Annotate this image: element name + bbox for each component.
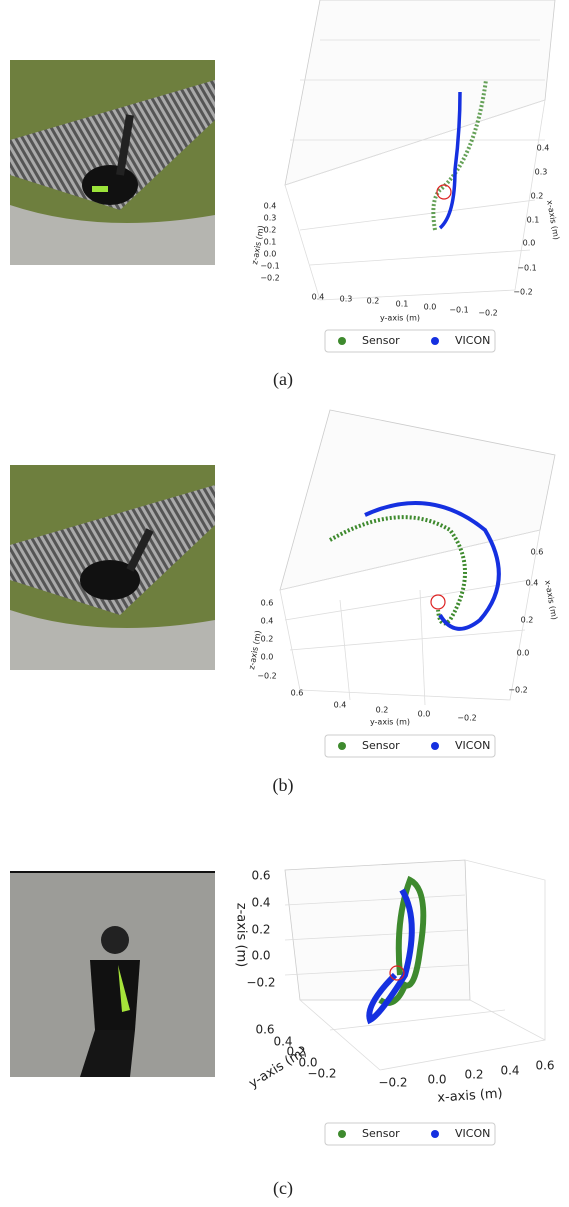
legend-label: VICON <box>455 1127 490 1140</box>
legend-label: Sensor <box>362 739 400 752</box>
y-tick-label: 0.1 <box>396 300 409 309</box>
x-axis-label: x-axis (m) <box>437 1086 503 1106</box>
x-tick-label: 0.6 <box>535 1059 554 1073</box>
z-tick-label: 0.1 <box>264 238 277 247</box>
legend-marker <box>431 1130 439 1138</box>
x-tick-label: −0.2 <box>378 1076 407 1090</box>
x-tick-label: −0.2 <box>513 288 532 297</box>
legend-marker <box>338 1130 346 1138</box>
z-tick-label: −0.2 <box>246 976 275 990</box>
x-tick-label: 0.0 <box>427 1073 446 1087</box>
z-tick-label: 0.4 <box>261 617 274 626</box>
z-tick-label: 0.0 <box>264 250 277 259</box>
z-tick-label: 0.4 <box>251 896 270 910</box>
z-tick-label: −0.2 <box>260 274 279 283</box>
x-tick-label: −0.2 <box>508 686 527 695</box>
figure: 0.40.30.20.10.0−0.1−0.2z-axis (m)0.40.30… <box>0 0 569 1207</box>
x-tick-label: 0.2 <box>521 616 534 625</box>
z-tick-label: 0.4 <box>264 202 277 211</box>
z-tick-label: 0.2 <box>261 635 274 644</box>
z-tick-label: 0.0 <box>261 653 274 662</box>
z-tick-label: −0.2 <box>257 672 276 681</box>
photo <box>10 60 215 265</box>
z-tick-label: 0.6 <box>261 599 274 608</box>
x-tick-label: 0.4 <box>500 1064 519 1078</box>
legend-label: Sensor <box>362 334 400 347</box>
y-tick-label: 0.0 <box>418 710 431 719</box>
y-axis-label: y-axis (m) <box>380 314 420 323</box>
y-tick-label: 0.4 <box>312 293 325 302</box>
z-tick-label: 0.6 <box>251 869 270 883</box>
legend-marker <box>431 742 439 750</box>
caption: (c) <box>273 1178 293 1199</box>
legend-marker <box>338 742 346 750</box>
x-tick-label: 0.6 <box>531 548 544 557</box>
legend-marker <box>431 337 439 345</box>
plot-a-axes <box>285 0 555 300</box>
y-tick-label: 0.2 <box>376 706 389 715</box>
legend-label: Sensor <box>362 1127 400 1140</box>
plot-b-axes <box>280 410 555 705</box>
photo <box>10 465 215 670</box>
z-tick-label: 0.3 <box>264 214 277 223</box>
y-tick-label: 0.4 <box>334 701 347 710</box>
x-tick-label: 0.2 <box>464 1068 483 1082</box>
y-axis-label: y-axis (m) <box>370 718 410 727</box>
z-tick-label: 0.0 <box>251 949 270 963</box>
y-tick-label: −0.1 <box>449 306 468 315</box>
x-tick-label: 0.4 <box>537 144 550 153</box>
z-tick-label: −0.1 <box>260 262 279 271</box>
x-tick-label: 0.1 <box>527 216 540 225</box>
z-tick-label: 0.2 <box>251 923 270 937</box>
z-axis-label: z-axis (m) <box>247 630 263 671</box>
plot-c-axes <box>285 860 545 1070</box>
y-tick-label: 0.2 <box>367 297 380 306</box>
photo <box>10 872 215 1077</box>
y-tick-label: −0.2 <box>478 309 497 318</box>
x-tick-label: 0.4 <box>526 579 539 588</box>
y-tick-label: −0.2 <box>457 714 476 723</box>
x-axis-label: x-axis (m) <box>545 199 561 240</box>
z-axis-label: z-axis (m) <box>234 903 249 968</box>
y-tick-label: −0.2 <box>307 1067 336 1081</box>
x-tick-label: 0.0 <box>517 649 530 658</box>
x-axis-label: x-axis (m) <box>543 579 559 620</box>
caption: (a) <box>273 369 293 390</box>
caption: (b) <box>273 775 294 796</box>
y-tick-label: 0.3 <box>340 295 353 304</box>
x-tick-label: −0.1 <box>517 264 536 273</box>
legend-label: VICON <box>455 334 490 347</box>
legend-label: VICON <box>455 739 490 752</box>
y-tick-label: 0.6 <box>291 689 304 698</box>
x-tick-label: 0.3 <box>535 168 548 177</box>
legend-marker <box>338 337 346 345</box>
x-tick-label: 0.2 <box>531 192 544 201</box>
y-tick-label: 0.6 <box>255 1023 274 1037</box>
y-tick-label: 0.0 <box>424 303 437 312</box>
x-tick-label: 0.0 <box>523 239 536 248</box>
